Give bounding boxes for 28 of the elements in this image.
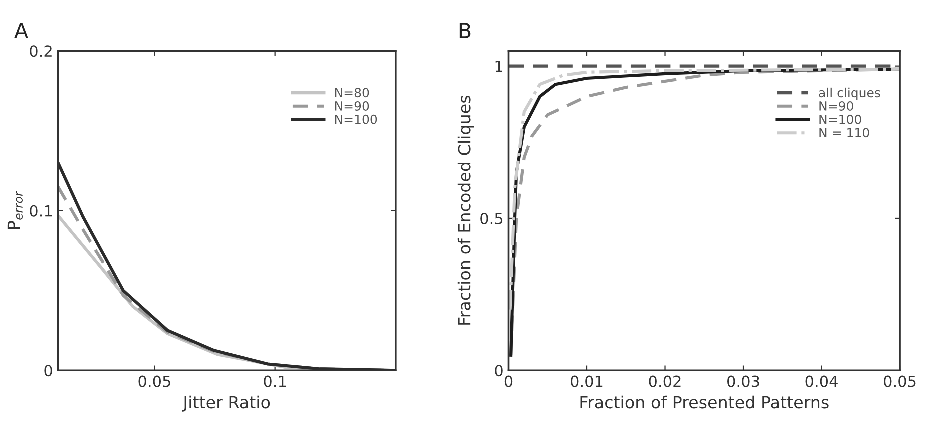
x-tick-label: 0.1 [264, 376, 286, 388]
y-axis-title: Fraction of Encoded Cliques [458, 96, 474, 325]
x-tick-label: 0 [504, 376, 513, 388]
x-axis-title: Fraction of Presented Patterns [580, 396, 829, 409]
x-tick-label: 0.05 [884, 376, 916, 388]
line-series [508, 68, 900, 312]
x-tick-label: 0.04 [806, 376, 838, 388]
legend-label: N=100 [820, 114, 862, 124]
legend-label: N=100 [335, 114, 378, 124]
y-tick-label: 0.5 [480, 212, 503, 224]
text: A [14, 23, 28, 38]
legend-label: N=90 [335, 102, 370, 111]
x-tick-label: 0.03 [728, 376, 760, 388]
legend-label: all cliques [819, 88, 880, 100]
x-tick-label: 0.02 [649, 376, 681, 388]
y-tick-label: 0 [495, 365, 503, 377]
text: B [460, 23, 471, 38]
x-tick-label: 0.01 [571, 376, 603, 388]
y-tick-label: 0.2 [30, 46, 52, 58]
y-tick-label: 0.1 [30, 205, 52, 217]
legend-label: N=80 [335, 88, 370, 98]
x-axis-title: Jitter Ratio [182, 396, 270, 412]
y-tick-label: 0 [44, 365, 52, 377]
legend-label: N = 110 [820, 128, 870, 138]
y-axis-title: P$_{error}$ [8, 191, 23, 229]
legend-label: N=90 [820, 102, 854, 111]
x-tick-label: 0.05 [138, 376, 170, 388]
y-tick-label: 1 [496, 61, 502, 72]
